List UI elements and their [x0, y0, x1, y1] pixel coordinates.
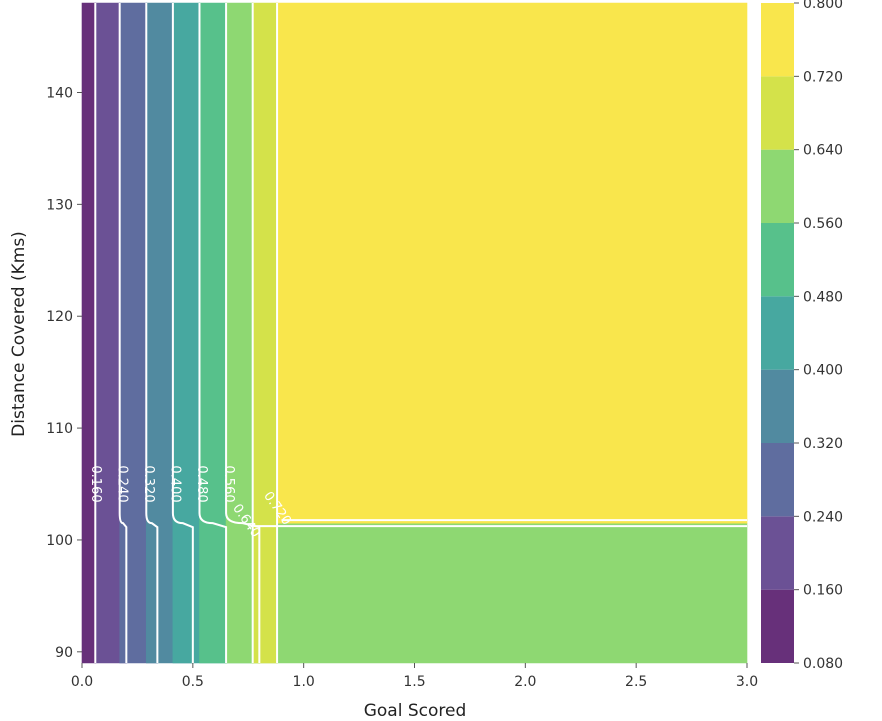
colorbar-tick-label: 0.640 [803, 143, 843, 159]
contour-regions [81, 2, 748, 664]
colorbar-tick-label: 0.320 [803, 436, 843, 452]
colorbar-segment-2 [761, 443, 794, 517]
x-axis: 0.0 0.5 1.0 1.5 2.0 2.5 3.0 [71, 663, 758, 690]
colorbar-segment-6 [761, 149, 794, 223]
contour-region-0 [81, 2, 96, 664]
y-tick-label: 90 [55, 645, 73, 661]
colorbar-segment-4 [761, 296, 794, 370]
x-axis-label: Goal Scored [364, 701, 467, 721]
x-tick-label: 2.5 [625, 674, 647, 690]
contour-label-4: 0.480 [194, 465, 209, 502]
contour-region-7 [252, 2, 278, 664]
colorbar-tick-label: 0.720 [803, 69, 843, 85]
colorbar-segment-0 [761, 589, 794, 663]
y-tick-label: 100 [46, 533, 73, 549]
y-tick-label: 110 [46, 421, 73, 437]
colorbar: 0.080 0.160 0.240 0.320 0.400 0.480 0.560 0.640… [761, 0, 843, 672]
x-tick-label: 0.0 [71, 674, 93, 690]
colorbar-segment-7 [761, 76, 794, 150]
y-tick-label: 130 [46, 197, 73, 213]
colorbar-tick-label: 0.160 [803, 583, 843, 599]
colorbar-tick-label: 0.080 [803, 656, 843, 672]
contour-label-0: 0.160 [88, 465, 103, 502]
y-tick-label: 120 [46, 309, 73, 325]
y-tick-label: 140 [46, 85, 73, 101]
contour-line-3 [171, 3, 194, 663]
contour-line-5 [225, 3, 261, 663]
colorbar-tick-label: 0.480 [803, 289, 843, 305]
colorbar-segment-3 [761, 369, 794, 443]
colorbar-tick-label: 0.560 [803, 216, 843, 232]
x-tick-label: 2.0 [514, 674, 536, 690]
colorbar-tick-label: 0.240 [803, 509, 843, 525]
x-tick-label: 0.5 [182, 674, 204, 690]
colorbar-tick-label: 0.400 [803, 363, 843, 379]
colorbar-segment-8 [761, 3, 794, 77]
contour-line-1 [118, 3, 128, 663]
contour-label-1: 0.240 [114, 465, 129, 502]
x-tick-label: 3.0 [736, 674, 758, 690]
contour-label-5: 0.560 [221, 465, 236, 502]
contour-line-4 [198, 3, 228, 663]
colorbar-segment-5 [761, 223, 794, 297]
x-tick-label: 1.0 [293, 674, 315, 690]
colorbar-tick-label: 0.800 [803, 0, 843, 12]
y-axis-label: Distance Covered (Kms) [9, 231, 29, 437]
contour-label-3: 0.400 [168, 465, 183, 502]
contour-line-2 [145, 3, 159, 663]
x-tick-label: 1.5 [403, 674, 425, 690]
contour-lines [94, 3, 747, 663]
contour-label-2: 0.320 [141, 465, 156, 502]
y-axis: 90 100 110 120 130 140 [46, 85, 82, 661]
colorbar-segment-1 [761, 516, 794, 590]
